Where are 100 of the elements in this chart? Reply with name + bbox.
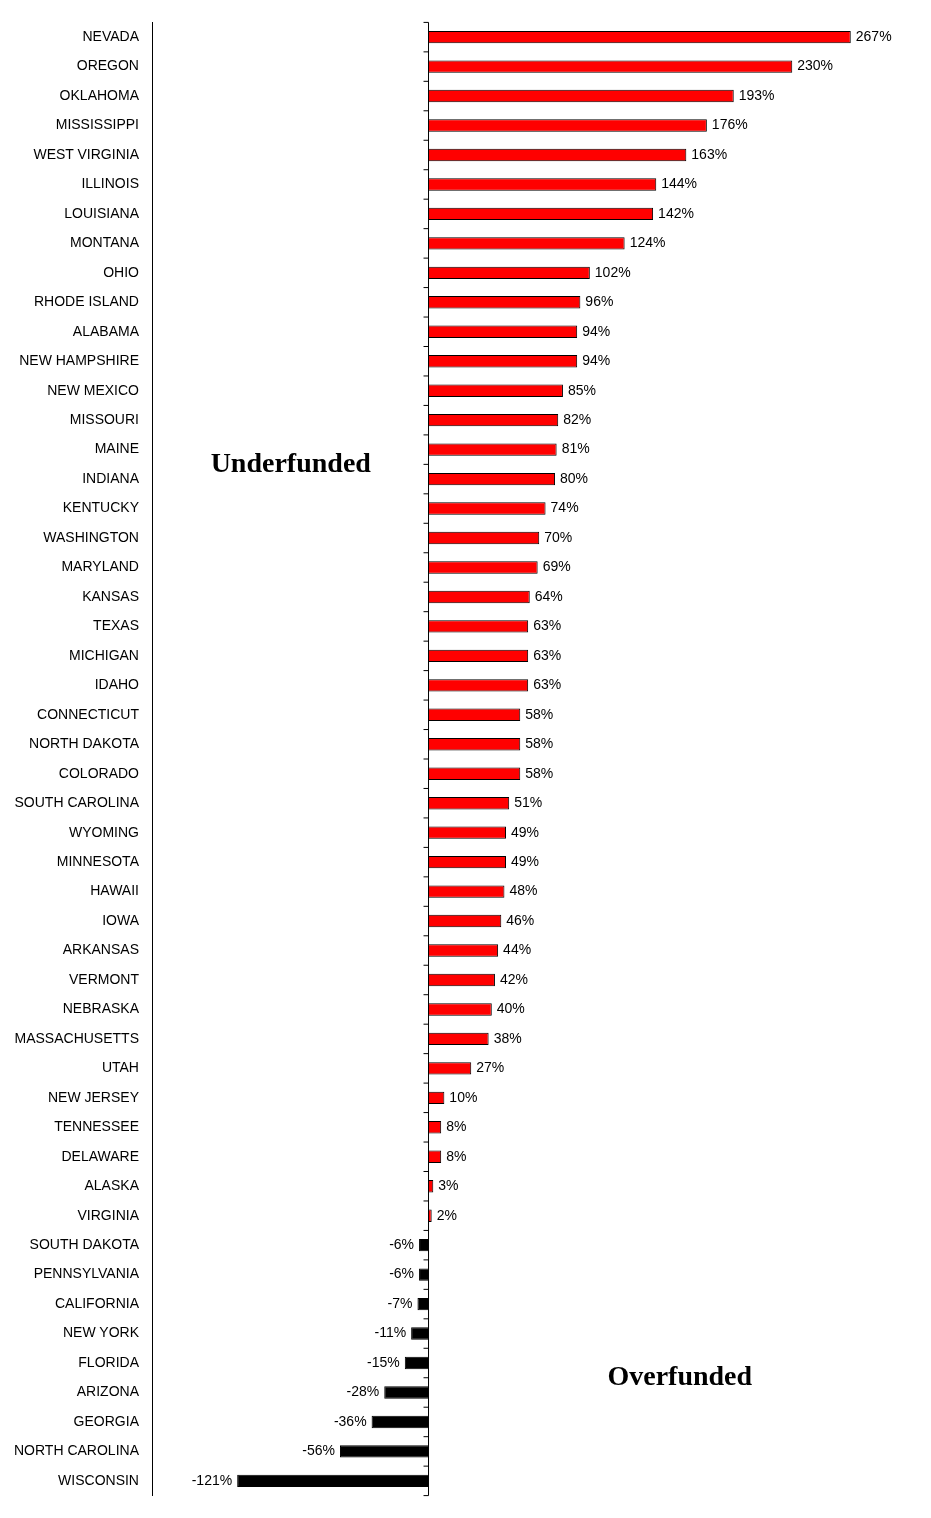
- y-tick-label: GEORGIA: [73, 1412, 140, 1429]
- y-tick-label: COLORADO: [58, 764, 140, 781]
- data-label: 3%: [438, 1177, 459, 1194]
- y-tick-label: FLORIDA: [78, 1353, 140, 1370]
- y-tick-label: ARKANSAS: [62, 941, 139, 958]
- data-label: 40%: [496, 1000, 525, 1017]
- y-tick-label: WYOMING: [68, 823, 139, 840]
- data-label: -56%: [302, 1442, 335, 1459]
- y-tick-label: TEXAS: [93, 617, 139, 634]
- y-tick-label: DELAWARE: [61, 1147, 139, 1164]
- y-tick-label: OHIO: [103, 263, 140, 280]
- y-tick-label: NEVADA: [82, 27, 140, 44]
- data-label: 58%: [525, 764, 554, 781]
- data-label: 58%: [525, 735, 554, 752]
- y-tick-label: INDIANA: [82, 469, 140, 486]
- y-tick-label: NEW MEXICO: [47, 381, 140, 398]
- y-tick-label: ILLINOIS: [81, 175, 139, 192]
- data-label: -15%: [367, 1353, 400, 1370]
- data-label: 38%: [493, 1029, 522, 1046]
- y-tick-label: SOUTH DAKOTA: [29, 1236, 140, 1253]
- y-tick-label: RHODE ISLAND: [33, 293, 139, 310]
- y-tick-label: PENNSYLVANIA: [33, 1265, 140, 1282]
- y-tick-label: VERMONT: [68, 970, 140, 987]
- data-label: 8%: [446, 1118, 467, 1135]
- y-tick-label: MAINE: [94, 440, 139, 457]
- data-label: -121%: [191, 1471, 233, 1488]
- data-label: 63%: [533, 646, 562, 663]
- data-label: 102%: [594, 263, 631, 280]
- data-label: 27%: [476, 1059, 505, 1076]
- y-tick-label: NEBRASKA: [62, 1000, 140, 1017]
- y-tick-label: MISSOURI: [69, 411, 139, 428]
- annotation: Underfunded: [210, 446, 372, 478]
- y-tick-label: IDAHO: [94, 676, 140, 693]
- data-label: 74%: [550, 499, 579, 516]
- y-tick-label: NEW YORK: [63, 1324, 140, 1341]
- y-tick-label: KANSAS: [82, 587, 139, 604]
- y-tick-label: ALASKA: [84, 1177, 140, 1194]
- data-label: 48%: [509, 882, 538, 899]
- y-tick-label: WISCONSIN: [58, 1471, 139, 1488]
- data-label: 81%: [561, 440, 590, 457]
- data-label: 44%: [503, 941, 532, 958]
- data-label: -11%: [374, 1324, 407, 1341]
- data-label: -28%: [346, 1383, 380, 1400]
- data-label: 69%: [542, 558, 571, 575]
- data-label: 96%: [585, 293, 614, 310]
- y-tick-label: MONTANA: [70, 234, 140, 251]
- y-tick-label: VIRGINIA: [77, 1206, 140, 1223]
- y-tick-label: NORTH DAKOTA: [29, 735, 140, 752]
- data-label: 46%: [506, 911, 535, 928]
- y-tick-label: MASSACHUSETTS: [14, 1029, 139, 1046]
- data-label: 176%: [711, 116, 748, 133]
- data-label: -7%: [387, 1294, 413, 1311]
- data-label: 94%: [582, 322, 611, 339]
- data-label: -36%: [333, 1412, 367, 1429]
- annotation: Overfunded: [607, 1359, 753, 1391]
- y-tick-label: UTAH: [101, 1059, 139, 1076]
- y-tick-label: MINNESOTA: [56, 852, 140, 869]
- data-label: 63%: [533, 617, 562, 634]
- y-tick-label: ALABAMA: [72, 322, 140, 339]
- y-tick-label: WEST VIRGINIA: [33, 145, 140, 162]
- data-label: 10%: [449, 1088, 478, 1105]
- y-tick-label: KENTUCKY: [62, 499, 140, 516]
- data-label: 85%: [567, 381, 596, 398]
- data-label: -6%: [389, 1265, 415, 1282]
- data-label: 70%: [544, 528, 573, 545]
- y-tick-label: OKLAHOMA: [59, 86, 140, 103]
- data-label: 142%: [658, 204, 694, 221]
- data-label: 193%: [738, 86, 775, 103]
- data-label: 163%: [691, 145, 728, 162]
- data-label: 144%: [661, 175, 698, 192]
- data-label: 94%: [582, 352, 611, 369]
- data-label: 124%: [629, 234, 666, 251]
- y-tick-label: HAWAII: [90, 882, 139, 899]
- y-tick-label: CALIFORNIA: [54, 1294, 140, 1311]
- data-label: 51%: [514, 794, 543, 811]
- data-label: 267%: [855, 27, 892, 44]
- data-label: 230%: [797, 57, 834, 74]
- y-tick-label: NEW HAMPSHIRE: [19, 352, 139, 369]
- y-tick-label: MARYLAND: [61, 558, 139, 575]
- data-label: 49%: [511, 852, 540, 869]
- data-label: 42%: [499, 970, 528, 987]
- data-label: -6%: [389, 1236, 415, 1253]
- data-label: 64%: [534, 587, 563, 604]
- y-tick-label: MICHIGAN: [68, 646, 139, 663]
- data-label: 58%: [525, 705, 554, 722]
- y-tick-label: IOWA: [102, 911, 140, 928]
- y-tick-label: ARIZONA: [76, 1383, 140, 1400]
- data-label: 80%: [560, 469, 589, 486]
- data-label: 8%: [446, 1147, 467, 1164]
- y-tick-label: NORTH CAROLINA: [14, 1442, 140, 1459]
- y-tick-label: MISSISSIPPI: [55, 116, 139, 133]
- y-tick-label: SOUTH CAROLINA: [14, 794, 140, 811]
- data-label: 82%: [563, 411, 592, 428]
- y-tick-label: WASHINGTON: [43, 528, 139, 545]
- data-label: 63%: [533, 676, 562, 693]
- y-tick-label: LOUISIANA: [64, 204, 140, 221]
- y-tick-label: CONNECTICUT: [37, 705, 140, 722]
- data-label: 2%: [436, 1206, 457, 1223]
- data-label: 49%: [511, 823, 540, 840]
- y-tick-label: TENNESSEE: [54, 1118, 139, 1135]
